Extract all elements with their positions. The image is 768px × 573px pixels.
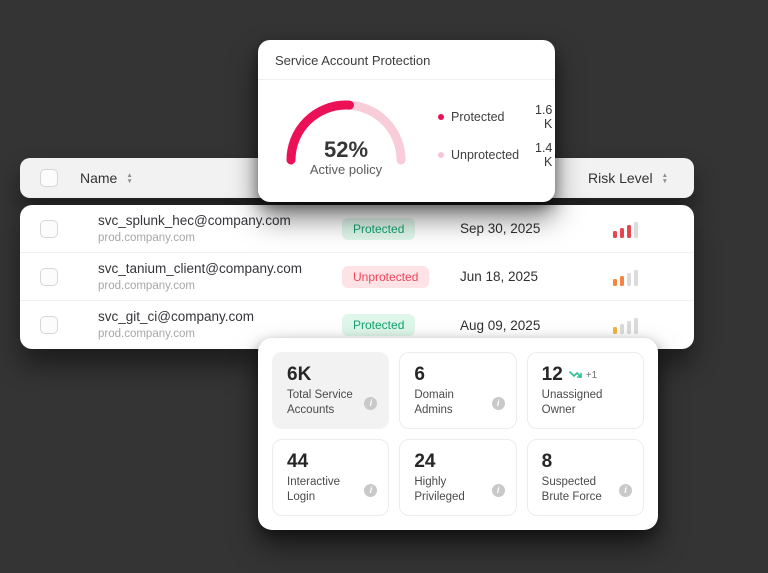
stat-value: 44: [287, 451, 309, 472]
sort-icon[interactable]: ▲ ▼: [126, 171, 133, 185]
account-domain: prod.company.com: [98, 231, 195, 244]
status-badge: Protected: [342, 314, 416, 336]
stat-tile-interactive-login[interactable]: 44 Interactive Login i: [272, 439, 390, 516]
stat-label: Interactive Login: [287, 476, 341, 503]
trend-value: +1: [585, 369, 598, 381]
select-all-checkbox[interactable]: [40, 169, 58, 187]
account-domain: prod.company.com: [98, 279, 195, 292]
legend-label: Protected: [451, 110, 505, 124]
legend-item-protected: Protected 1.6 K: [438, 103, 552, 131]
table-row[interactable]: svc_git_ci@company.com prod.company.com …: [20, 301, 694, 349]
stat-tile-domain-admins[interactable]: 6 Domain Admins i: [399, 352, 517, 429]
row-checkbox[interactable]: [40, 267, 58, 286]
table-row[interactable]: svc_tanium_client@company.com prod.compa…: [20, 253, 694, 301]
stats-summary-card: 6K Total Service Accounts i 6 Domain Adm…: [258, 338, 658, 530]
account-cell: svc_splunk_hec@company.com prod.company.…: [98, 213, 342, 245]
stat-tile-total-service-accounts[interactable]: 6K Total Service Accounts i: [272, 352, 390, 429]
account-name: svc_splunk_hec@company.com: [98, 212, 291, 228]
gauge-fill: [286, 100, 406, 165]
stat-tile-unassigned-owner[interactable]: 12 +1 Unassigned Owner: [526, 352, 644, 429]
risk-level-bars-icon: [613, 268, 694, 286]
stat-value: 6K: [287, 364, 312, 385]
info-icon[interactable]: i: [619, 483, 632, 497]
date-cell: Jun 18, 2025: [460, 269, 539, 284]
column-header-risk-level[interactable]: Risk Level: [587, 170, 653, 186]
sort-icon[interactable]: ▲ ▼: [661, 171, 668, 185]
status-cell: Protected: [342, 314, 460, 336]
legend-item-unprotected: Unprotected 1.4 K: [438, 141, 552, 169]
stat-value: 12: [541, 364, 563, 385]
table-row[interactable]: svc_splunk_hec@company.com prod.company.…: [20, 205, 694, 253]
unprotected-dot-icon: [438, 152, 444, 158]
legend-label: Unprotected: [451, 148, 520, 162]
info-icon[interactable]: i: [364, 396, 378, 410]
account-domain: prod.company.com: [98, 328, 195, 340]
date-cell: Sep 30, 2025: [460, 221, 541, 236]
account-cell: svc_git_ci@company.com prod.company.com: [98, 309, 342, 341]
risk-level-bars-icon: [613, 220, 694, 238]
status-cell: Protected: [342, 217, 460, 240]
card-title: Service Account Protection: [258, 40, 555, 80]
protection-gauge: 52% Active policy: [282, 90, 410, 178]
status-badge: Protected: [342, 217, 416, 240]
gauge-arc: [286, 100, 406, 165]
row-checkbox[interactable]: [40, 316, 58, 334]
legend-value: 1.6 K: [535, 103, 553, 131]
accounts-table: svc_splunk_hec@company.com prod.company.…: [20, 205, 694, 349]
risk-level-bars-icon: [613, 316, 694, 334]
stat-label: Total Service Accounts: [287, 389, 353, 416]
protected-dot-icon: [438, 114, 444, 120]
gauge-percent: 52%: [323, 137, 369, 162]
stat-value: 6: [414, 364, 425, 385]
account-cell: svc_tanium_client@company.com prod.compa…: [98, 261, 342, 293]
column-header-name[interactable]: Name: [80, 170, 118, 186]
stat-label: Domain Admins: [414, 389, 454, 416]
service-account-protection-card: Service Account Protection 52% Active po…: [258, 40, 555, 202]
info-icon[interactable]: i: [491, 483, 505, 497]
trend-down-zigzag-icon: [568, 371, 582, 378]
trend-indicator: +1: [568, 369, 598, 381]
stat-value: 24: [414, 451, 436, 472]
status-badge: Unprotected: [342, 265, 430, 288]
gauge-body: 52% Active policy Protected 1.6 K Unprot…: [258, 80, 555, 178]
stat-tile-highly-privileged[interactable]: 24 Highly Privileged i: [399, 439, 517, 516]
status-cell: Unprotected: [342, 265, 460, 288]
date-cell: Aug 09, 2025: [460, 317, 541, 333]
stat-label: Suspected Brute Force: [541, 476, 602, 503]
row-checkbox[interactable]: [40, 219, 58, 238]
info-icon[interactable]: i: [491, 396, 505, 410]
stat-tile-suspected-brute-force[interactable]: 8 Suspected Brute Force i: [526, 439, 644, 516]
legend-value: 1.4 K: [535, 141, 553, 169]
gauge-legend: Protected 1.6 K Unprotected 1.4 K: [438, 103, 552, 169]
stat-value: 8: [541, 451, 553, 472]
account-name: svc_tanium_client@company.com: [98, 260, 303, 276]
stat-label: Unassigned Owner: [541, 389, 603, 416]
gauge-caption: Active policy: [309, 162, 383, 177]
stat-label: Highly Privileged: [414, 476, 465, 503]
gauge-text: 52% Active policy: [282, 138, 410, 178]
info-icon[interactable]: i: [364, 483, 378, 497]
account-name: svc_git_ci@company.com: [98, 309, 255, 324]
